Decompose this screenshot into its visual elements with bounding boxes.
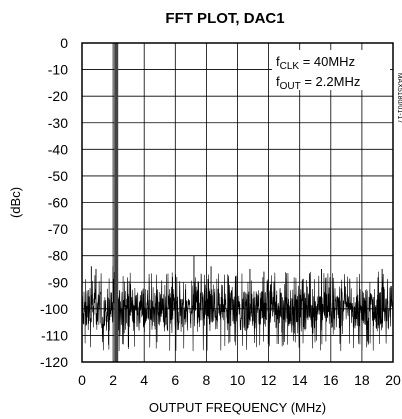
y-tick-label: -20 (48, 88, 68, 104)
y-tick-label: -80 (48, 248, 68, 264)
x-tick-label: 12 (261, 372, 277, 388)
x-tick-label: 8 (203, 372, 211, 388)
fclk-value: = 40MHz (299, 54, 355, 69)
y-tick-label: -120 (40, 354, 68, 370)
fundamental-bar (114, 43, 119, 362)
y-tick-label: -50 (48, 168, 68, 184)
fout-annotation: fOUT = 2.2MHz (276, 74, 360, 92)
fclk-prefix: f (276, 54, 280, 69)
fout-value: = 2.2MHz (301, 74, 361, 89)
x-axis-label: OUTPUT FREQUENCY (MHz) (149, 400, 326, 415)
y-axis-label: (dBc) (8, 187, 23, 218)
plot-frame (81, 42, 394, 363)
x-tick-label: 4 (140, 372, 148, 388)
fout-subscript: OUT (280, 81, 301, 92)
spectrum-trace (81, 271, 394, 352)
fclk-annotation: fCLK = 40MHz (276, 54, 355, 72)
x-tick-label: 10 (230, 372, 246, 388)
annotation-background (272, 50, 390, 90)
x-tick-label: 0 (78, 372, 86, 388)
y-tick-label: -60 (48, 195, 68, 211)
y-tick-label: -70 (48, 221, 68, 237)
chart-title: FFT PLOT, DAC1 (165, 10, 284, 27)
y-tick-label: -30 (48, 115, 68, 131)
x-tick-label: 18 (354, 372, 370, 388)
y-tick-label: -40 (48, 141, 68, 157)
fout-prefix: f (276, 74, 280, 89)
x-tick-label: 2 (109, 372, 117, 388)
y-tick-labels: 0 -10 -20 -30 -40 -50 -60 -70 -80 -90 -100 -110 -120 (40, 35, 68, 370)
x-tick-label: 16 (323, 372, 339, 388)
y-tick-label: -100 (40, 301, 68, 317)
x-tick-label: 20 (385, 372, 401, 388)
y-tick-label: -10 (48, 62, 68, 78)
y-tick-label: -90 (48, 274, 68, 290)
x-tick-label: 6 (171, 372, 179, 388)
spur-marks (90, 255, 383, 309)
fclk-subscript: CLK (280, 61, 300, 72)
figure-id: MAX5180/01-17 (396, 73, 402, 124)
y-tick-label: 0 (60, 35, 68, 51)
x-tick-label: 14 (292, 372, 308, 388)
y-tick-label: -110 (41, 327, 68, 343)
annotation-box: fCLK = 40MHz fOUT = 2.2MHz (272, 50, 390, 92)
x-tick-labels: 0 2 4 6 8 10 12 14 16 18 20 (78, 372, 401, 388)
